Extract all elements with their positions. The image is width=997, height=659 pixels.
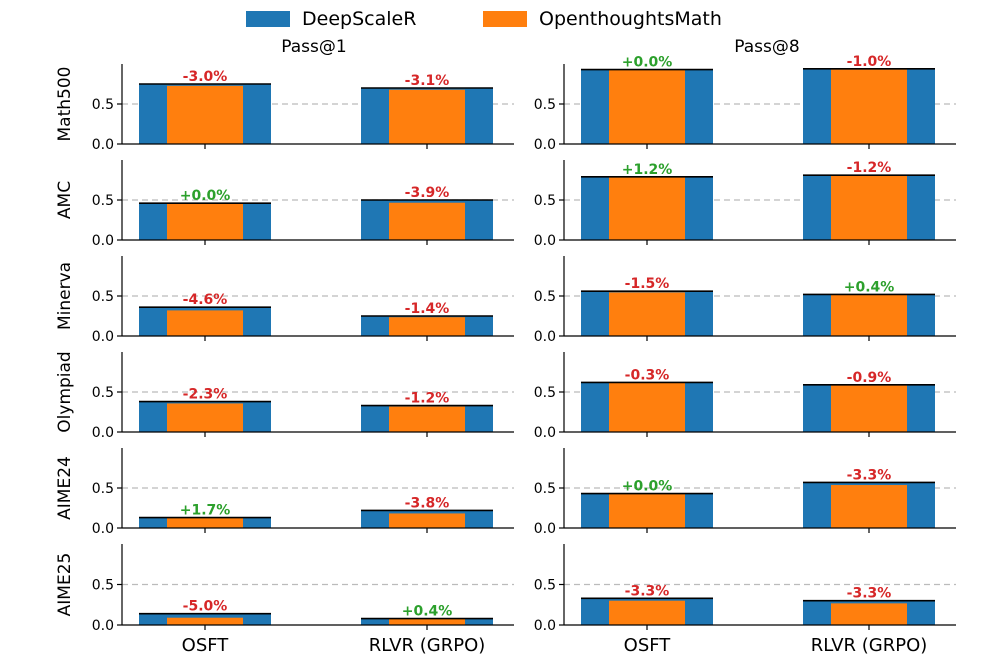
bar-openthoughtsmath-r2-c0-0	[167, 310, 243, 336]
row-label-olympiad: Olympiad	[55, 351, 75, 432]
data-label-r5-c0-1: +0.4%	[402, 604, 453, 620]
y-tick-label-r5-c0-0: 0.0	[92, 618, 114, 634]
legend-item-deepscaler: DeepScaleR	[246, 8, 416, 30]
x-tick-label-c0-1: RLVR (GRPO)	[369, 635, 486, 656]
y-tick-label-r3-c1-1: 0.5	[534, 385, 556, 401]
bar-openthoughtsmath-r5-c1-1	[831, 603, 907, 625]
data-label-r4-c0-1: -3.8%	[405, 495, 450, 511]
y-tick-label-r4-c1-1: 0.5	[534, 481, 556, 497]
y-tick-label-r0-c1-1: 0.5	[534, 97, 556, 113]
row-label-aime24: AIME24	[55, 456, 75, 520]
y-tick-label-r0-c0-0: 0.0	[92, 137, 114, 153]
y-tick-label-r3-c0-0: 0.0	[92, 425, 114, 441]
legend-swatch-deepscaler	[246, 11, 290, 27]
data-label-r1-c1-0: +1.2%	[622, 162, 673, 178]
bar-openthoughtsmath-r3-c1-0	[609, 382, 685, 432]
data-label-r1-c0-1: -3.9%	[405, 185, 450, 201]
data-label-r0-c0-1: -3.1%	[405, 73, 450, 89]
bar-openthoughtsmath-r1-c0-1	[389, 202, 465, 240]
bar-openthoughtsmath-r2-c1-1	[831, 294, 907, 336]
y-tick-label-r2-c0-1: 0.5	[92, 289, 114, 305]
x-tick-label-c1-1: RLVR (GRPO)	[811, 635, 928, 656]
bar-openthoughtsmath-r2-c1-0	[609, 292, 685, 336]
y-tick-label-r1-c0-0: 0.0	[92, 233, 114, 249]
y-tick-label-r4-c0-0: 0.0	[92, 521, 114, 537]
y-tick-label-r4-c0-1: 0.5	[92, 481, 114, 497]
y-tick-label-r5-c1-1: 0.5	[534, 578, 556, 594]
legend-label-openthoughtsmath: OpenthoughtsMath	[539, 8, 722, 30]
y-tick-label-r0-c1-0: 0.0	[534, 137, 556, 153]
legend-swatch-openthoughtsmath	[483, 11, 527, 27]
data-label-r0-c0-0: -3.0%	[183, 69, 228, 85]
data-label-r2-c1-1: +0.4%	[844, 279, 895, 295]
data-label-r0-c1-1: -1.0%	[847, 54, 892, 70]
row-label-amc: AMC	[55, 181, 75, 219]
legend-label-deepscaler: DeepScaleR	[302, 8, 417, 30]
legend: DeepScaleR OpenthoughtsMath	[0, 8, 997, 34]
data-label-r1-c1-1: -1.2%	[847, 160, 892, 176]
bar-openthoughtsmath-r5-c0-1	[389, 618, 465, 625]
data-label-r3-c1-0: -0.3%	[625, 367, 670, 383]
y-tick-label-r2-c0-0: 0.0	[92, 329, 114, 345]
legend-item-openthoughtsmath: OpenthoughtsMath	[483, 8, 722, 30]
bar-openthoughtsmath-r4-c1-1	[831, 485, 907, 528]
data-label-r4-c0-0: +1.7%	[180, 503, 231, 519]
data-label-r0-c1-0: +0.0%	[622, 55, 673, 71]
data-label-r5-c0-0: -5.0%	[183, 599, 228, 615]
bar-openthoughtsmath-r5-c0-0	[167, 617, 243, 625]
bar-openthoughtsmath-r1-c0-0	[167, 203, 243, 240]
y-tick-label-r2-c1-1: 0.5	[534, 289, 556, 305]
data-label-r3-c0-1: -1.2%	[405, 391, 450, 407]
bar-openthoughtsmath-r4-c0-1	[389, 513, 465, 528]
bar-openthoughtsmath-r4-c0-0	[167, 517, 243, 528]
y-tick-label-r5-c0-1: 0.5	[92, 578, 114, 594]
bar-openthoughtsmath-r4-c1-0	[609, 493, 685, 528]
column-title-1: Pass@8	[734, 37, 799, 57]
bar-openthoughtsmath-r0-c0-0	[167, 85, 243, 144]
row-label-minerva: Minerva	[55, 262, 75, 330]
bar-openthoughtsmath-r1-c1-1	[831, 176, 907, 240]
bar-openthoughtsmath-r3-c1-1	[831, 385, 907, 432]
data-label-r3-c1-1: -0.9%	[847, 370, 892, 386]
y-tick-label-r0-c0-1: 0.5	[92, 97, 114, 113]
bar-openthoughtsmath-r3-c0-0	[167, 403, 243, 432]
bar-openthoughtsmath-r2-c0-1	[389, 317, 465, 336]
x-tick-label-c0-0: OSFT	[182, 635, 230, 656]
column-title-0: Pass@1	[281, 37, 346, 57]
bar-openthoughtsmath-r0-c0-1	[389, 89, 465, 144]
bar-openthoughtsmath-r0-c1-0	[609, 69, 685, 144]
bar-openthoughtsmath-r3-c0-1	[389, 406, 465, 432]
x-tick-label-c1-0: OSFT	[624, 635, 672, 656]
bar-openthoughtsmath-r5-c1-0	[609, 600, 685, 625]
y-tick-label-r1-c1-1: 0.5	[534, 193, 556, 209]
y-tick-label-r1-c0-1: 0.5	[92, 193, 114, 209]
y-tick-label-r2-c1-0: 0.0	[534, 329, 556, 345]
bar-openthoughtsmath-r1-c1-0	[609, 176, 685, 240]
row-label-math500: Math500	[55, 67, 75, 142]
y-tick-label-r5-c1-0: 0.0	[534, 618, 556, 634]
bar-openthoughtsmath-r0-c1-1	[831, 69, 907, 144]
data-label-r1-c0-0: +0.0%	[180, 188, 231, 204]
data-label-r5-c1-0: -3.3%	[625, 583, 670, 599]
y-tick-label-r3-c0-1: 0.5	[92, 385, 114, 401]
data-label-r4-c1-1: -3.3%	[847, 467, 892, 483]
data-label-r4-c1-0: +0.0%	[622, 479, 673, 495]
row-label-aime25: AIME25	[55, 553, 75, 617]
y-tick-label-r4-c1-0: 0.0	[534, 521, 556, 537]
y-tick-label-r3-c1-0: 0.0	[534, 425, 556, 441]
data-label-r2-c1-0: -1.5%	[625, 276, 670, 292]
data-label-r2-c0-0: -4.6%	[183, 292, 228, 308]
data-label-r2-c0-1: -1.4%	[405, 301, 450, 317]
y-tick-label-r1-c1-0: 0.0	[534, 233, 556, 249]
data-label-r5-c1-1: -3.3%	[847, 586, 892, 602]
data-label-r3-c0-0: -2.3%	[183, 387, 228, 403]
